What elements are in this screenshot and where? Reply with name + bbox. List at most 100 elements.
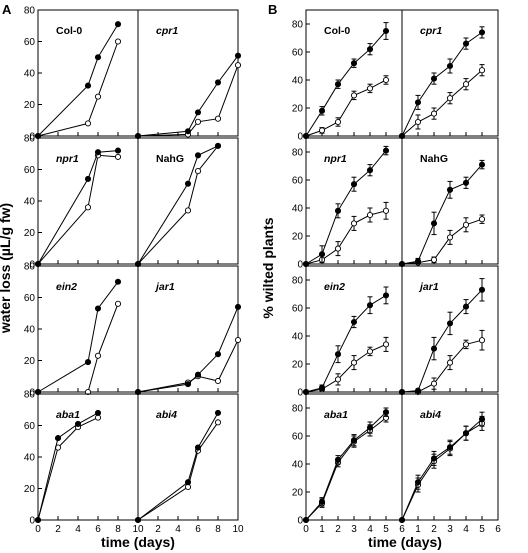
panel-b-ein2-open-series-point bbox=[334, 376, 342, 383]
panel-b-aba1-y-tick-label: 60 bbox=[292, 432, 304, 443]
panel-b-abi4-x-tick-label: 2 bbox=[431, 524, 437, 535]
panel-a-col-0-y-tick-label: 80 bbox=[24, 6, 36, 17]
panel-a-aba1-filled-series-point bbox=[54, 435, 62, 442]
panel-b-cpr1-open-series-point bbox=[446, 95, 454, 102]
panel-b-jar1-filled-series-point bbox=[446, 320, 454, 327]
panel-a-ein2-filled-series-point bbox=[114, 278, 122, 285]
panel-b-npr1-frame bbox=[305, 137, 403, 265]
panel-b-cpr1-filled-series-point bbox=[446, 62, 454, 70]
panel-b-y-axis-title: % wilted plants bbox=[260, 217, 276, 318]
panel-b-jar1-filled-series-point bbox=[430, 345, 438, 352]
panel-b-npr1-filled-series-point bbox=[382, 147, 390, 154]
panel-a-npr1-filled-series-point bbox=[84, 175, 92, 182]
panel-a-ein2-open-series-point bbox=[84, 388, 92, 396]
panel-b-aba1-genotype-label: aba1 bbox=[324, 409, 348, 421]
panel-b-nahg-open-series-point bbox=[446, 234, 454, 241]
panel-a-nahg-frame bbox=[137, 137, 239, 265]
panel-a-nahg-filled-series-line bbox=[137, 145, 219, 265]
panel-b-aba1-x-tick-label: 2 bbox=[335, 524, 341, 535]
panel-b-aba1-filled-series-point bbox=[302, 516, 310, 524]
panel-b-nahg-genotype-label: NahG bbox=[420, 153, 448, 165]
panel-a-ein2-genotype-label: ein2 bbox=[56, 281, 77, 293]
panel-b-npr1-filled-series-line bbox=[305, 150, 387, 265]
panel-b-nahg-filled-series-point bbox=[446, 186, 454, 193]
panel-b-npr1-open-series-point bbox=[366, 211, 374, 219]
panel-a-jar1-open-series-point bbox=[234, 336, 242, 344]
panel-b-nahg-subplot: NahG bbox=[398, 137, 499, 268]
panel-a-jar1-genotype-label: jar1 bbox=[154, 281, 175, 293]
panel-a-abi4-open-series-point bbox=[214, 419, 222, 426]
panel-a-abi4-x-tick-label: 4 bbox=[175, 524, 181, 535]
panel-b-ein2-y-tick-label: 20 bbox=[292, 360, 304, 371]
panel-a-col-0-frame bbox=[37, 9, 139, 137]
panel-a-cpr1-frame bbox=[137, 9, 239, 137]
panel-b-col-0-y-tick-label: 0 bbox=[297, 132, 303, 143]
panel-a-ein2-y-tick-label: 20 bbox=[24, 356, 36, 367]
panel-b-abi4-x-tick-label: 6 bbox=[495, 524, 501, 535]
panel-b-cpr1-filled-series-point bbox=[462, 40, 470, 47]
panel-b-npr1-filled-series-point bbox=[334, 207, 342, 214]
panel-a-npr1-genotype-label: npr1 bbox=[56, 153, 79, 165]
panel-b-ein2-filled-series-point bbox=[366, 302, 374, 309]
panel-a-npr1-y-tick-label: 0 bbox=[29, 260, 35, 271]
panel-b-nahg-frame bbox=[401, 137, 499, 265]
panel-b-col-0-open-series-point bbox=[334, 118, 342, 126]
panel-b-ein2-subplot: 0 20 40 60 80 ein2 bbox=[292, 265, 403, 399]
panel-b-aba1-y-tick-label: 20 bbox=[292, 488, 304, 499]
panel-a-ein2-open-series-point bbox=[114, 300, 122, 307]
panel-b-col-0-subplot: 0 20 40 60 80 Col-0 bbox=[292, 9, 403, 143]
panel-b-cpr1-open-series-line bbox=[401, 69, 483, 137]
panel-a-aba1-filled-series-point bbox=[74, 420, 82, 427]
panel-b-nahg-open-series-line bbox=[401, 218, 483, 265]
panel-a-abi4-genotype-label: abi4 bbox=[156, 409, 177, 421]
panel-b-cpr1-genotype-label: cpr1 bbox=[420, 25, 442, 37]
panel-b-jar1-open-series-point bbox=[446, 359, 454, 366]
panel-a-npr1-filled-series-point bbox=[114, 147, 122, 154]
panel-b-npr1-filled-series-point bbox=[350, 181, 358, 188]
panel-a-abi4-filled-series-point bbox=[134, 516, 142, 524]
panel-b-aba1-x-tick-label: 4 bbox=[367, 524, 373, 535]
panel-a-aba1-x-tick-label: 4 bbox=[75, 524, 81, 535]
panel-a-col-0-subplot: 0 20 40 60 80 Col-0 bbox=[24, 6, 139, 143]
panel-a-col-0-y-tick-label: 0 bbox=[29, 132, 35, 143]
panel-b-ein2-open-series-point bbox=[350, 359, 358, 366]
panel-b-cpr1-filled-series-point bbox=[430, 75, 438, 82]
panel-b-abi4-filled-series-point bbox=[430, 455, 438, 462]
panel-a-aba1-filled-series-line bbox=[37, 412, 99, 521]
panel-a-aba1-y-tick-label: 40 bbox=[24, 453, 36, 464]
panel-a-npr1-open-series-point bbox=[114, 153, 122, 160]
panel-b-npr1-filled-series-point bbox=[318, 251, 326, 258]
panel-letter-a: A bbox=[2, 2, 12, 17]
panel-a-npr1-y-tick-label: 20 bbox=[24, 228, 36, 239]
panel-b-ein2-filled-series-point bbox=[318, 384, 326, 391]
panel-b-ein2-open-series-point bbox=[366, 348, 374, 355]
panel-a-jar1-filled-series-point bbox=[194, 371, 202, 378]
panel-b-ein2-filled-series-point bbox=[350, 318, 358, 326]
panel-a-col-0-open-series-line bbox=[37, 41, 119, 137]
panel-a-jar1-filled-series-point bbox=[184, 381, 192, 388]
panel-a-cpr1-genotype-label: cpr1 bbox=[156, 25, 178, 37]
panel-a-cpr1-filled-series-point bbox=[214, 79, 222, 86]
panel-a-npr1-y-tick-label: 40 bbox=[24, 197, 36, 208]
panel-b-aba1-x-tick-label: 5 bbox=[383, 524, 389, 535]
panel-a-aba1-y-tick-label: 80 bbox=[24, 390, 36, 401]
panel-a-abi4-filled-series-point bbox=[194, 444, 202, 451]
panel-b-ein2-open-series-line bbox=[305, 343, 387, 393]
panel-a-abi4-x-tick-label: 2 bbox=[155, 524, 161, 535]
panel-b-abi4-filled-series-point bbox=[462, 430, 470, 437]
panel-a-x-axis-title: time (days) bbox=[101, 534, 175, 550]
panel-a-npr1-subplot: 0 20 40 60 80 npr1 bbox=[24, 134, 139, 271]
panel-a-aba1-genotype-label: aba1 bbox=[56, 409, 80, 421]
panel-b-aba1-filled-series-point bbox=[382, 409, 390, 416]
panel-b-col-0-filled-series-point bbox=[334, 81, 342, 88]
panel-letter-b: B bbox=[268, 2, 277, 17]
panel-a-jar1-filled-series-line bbox=[137, 306, 239, 393]
panel-b-aba1-x-tick-label: 0 bbox=[303, 524, 309, 535]
panel-a-jar1-filled-series-point bbox=[214, 351, 222, 358]
panel-b-npr1-filled-series-point bbox=[366, 167, 374, 174]
panel-b-jar1-genotype-label: jar1 bbox=[418, 281, 439, 293]
panel-b-npr1-y-tick-label: 80 bbox=[292, 148, 304, 159]
panel-b-ein2-frame bbox=[305, 265, 403, 393]
panel-a-col-0-genotype-label: Col-0 bbox=[56, 25, 82, 37]
